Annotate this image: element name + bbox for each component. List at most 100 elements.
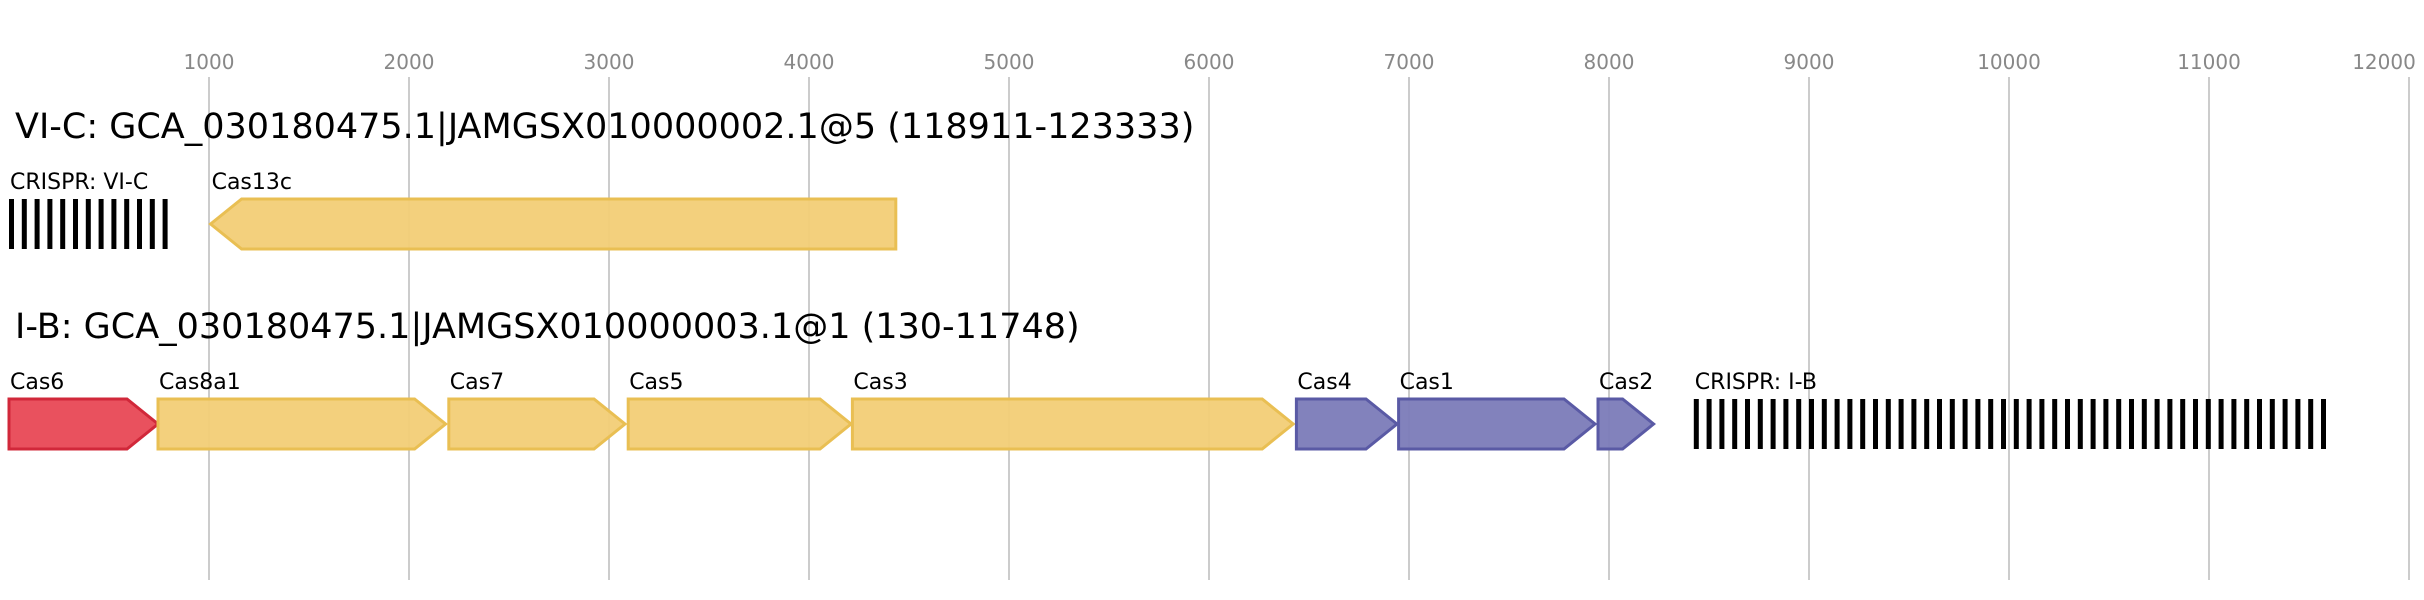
crispr-repeat	[2218, 399, 2224, 449]
tick-label: 5000	[984, 50, 1035, 74]
feature-label: CRISPR: I-B	[1695, 370, 1817, 395]
crispr-repeat	[2282, 399, 2288, 449]
gene	[156, 397, 448, 451]
crispr-repeat	[1860, 399, 1866, 449]
crispr-repeat	[1975, 399, 1981, 449]
crispr-repeat	[9, 199, 14, 249]
tick-label: 6000	[1184, 50, 1235, 74]
gene	[850, 397, 1296, 451]
crispr-array	[1693, 399, 2326, 449]
crispr-repeat	[2154, 399, 2160, 449]
tick-label: 1000	[184, 50, 235, 74]
tick-label: 4000	[784, 50, 835, 74]
feature-label: Cas6	[10, 370, 64, 395]
crispr-repeat	[2231, 399, 2237, 449]
crispr-repeat	[2308, 399, 2314, 449]
crispr-repeat	[2193, 399, 2198, 449]
gene	[208, 197, 898, 251]
gene-arrow	[850, 397, 1296, 451]
crispr-repeat	[2167, 399, 2173, 449]
crispr-repeat	[1834, 399, 1840, 449]
gene-arrow	[208, 197, 898, 251]
crispr-repeat	[1924, 399, 1930, 449]
feature-label: Cas1	[1400, 370, 1454, 395]
crispr-repeat	[60, 199, 66, 249]
tick-label: 11000	[2177, 50, 2241, 74]
crispr-repeat	[1796, 399, 1802, 449]
crispr-repeat	[2129, 399, 2134, 449]
crispr-repeat	[2116, 399, 2122, 449]
gene-arrow	[7, 397, 161, 451]
feature-label: Cas4	[1297, 370, 1351, 395]
crispr-repeat	[2013, 399, 2019, 449]
crispr-repeat	[162, 199, 168, 249]
gene	[447, 397, 628, 451]
crispr-repeat	[1885, 399, 1891, 449]
crispr-repeat	[2205, 399, 2211, 449]
crispr-repeat	[1949, 399, 1955, 449]
crispr-repeat	[1809, 399, 1814, 449]
crispr-repeat	[2244, 399, 2250, 449]
crispr-repeat	[2180, 399, 2186, 449]
crispr-repeat	[1783, 399, 1789, 449]
crispr-repeat	[2090, 399, 2096, 449]
feature-label: Cas2	[1599, 370, 1653, 395]
crispr-repeat	[2077, 399, 2083, 449]
crispr-repeat	[2295, 399, 2301, 449]
gene-arrow	[156, 397, 448, 451]
crispr-repeat	[21, 199, 27, 249]
crispr-repeat	[1962, 399, 1968, 449]
feature-label: Cas13c	[212, 170, 292, 195]
tick-label: 10000	[1977, 50, 2041, 74]
crispr-repeat	[2321, 399, 2326, 449]
gene-arrow	[626, 397, 854, 451]
crispr-repeat	[2001, 399, 2006, 449]
crispr-repeat	[1693, 399, 1699, 449]
crispr-repeat	[1745, 399, 1750, 449]
gene	[626, 397, 854, 451]
crispr-repeat	[1898, 399, 1904, 449]
crispr-repeat	[1770, 399, 1776, 449]
crispr-repeat	[1988, 399, 1994, 449]
gene	[1596, 397, 1656, 451]
feature-label: Cas8a1	[159, 370, 241, 395]
crispr-repeat	[1732, 399, 1738, 449]
crispr-repeat	[1911, 399, 1917, 449]
crispr-repeat	[2039, 399, 2045, 449]
crispr-repeat	[1821, 399, 1827, 449]
crispr-repeat	[1719, 399, 1725, 449]
feature-label: Cas7	[450, 370, 504, 395]
tick-label: 7000	[1384, 50, 1435, 74]
gene	[1397, 397, 1598, 451]
tick-label: 2000	[384, 50, 435, 74]
feature-label: CRISPR: VI-C	[10, 170, 148, 195]
gene	[1294, 397, 1400, 451]
tick-label: 12000	[2352, 50, 2416, 74]
crispr-repeat	[111, 199, 117, 249]
feature-label: Cas5	[629, 370, 683, 395]
crispr-repeat	[98, 199, 104, 249]
track-title: I-B: GCA_030180475.1|JAMGSX010000003.1@1…	[15, 307, 1080, 347]
tick-label: 9000	[1784, 50, 1835, 74]
track-title: VI-C: GCA_030180475.1|JAMGSX010000002.1@…	[15, 107, 1194, 147]
tick-label: 8000	[1584, 50, 1635, 74]
crispr-repeat	[47, 199, 53, 249]
gene	[7, 397, 161, 451]
gene-arrow	[1397, 397, 1598, 451]
crispr-repeat	[73, 199, 78, 249]
crispr-repeat	[2257, 399, 2262, 449]
crispr-repeat	[1847, 399, 1853, 449]
crispr-repeat	[2141, 399, 2147, 449]
crispr-array	[9, 199, 168, 249]
crispr-repeat	[1706, 399, 1712, 449]
crispr-repeat	[1757, 399, 1763, 449]
crispr-repeat	[2052, 399, 2058, 449]
crispr-repeat	[1873, 399, 1878, 449]
gene-arrow	[447, 397, 628, 451]
crispr-repeat	[2065, 399, 2070, 449]
gene-arrow	[1596, 397, 1656, 451]
crispr-repeat	[2026, 399, 2032, 449]
crispr-repeat	[2269, 399, 2275, 449]
feature-label: Cas3	[853, 370, 907, 395]
